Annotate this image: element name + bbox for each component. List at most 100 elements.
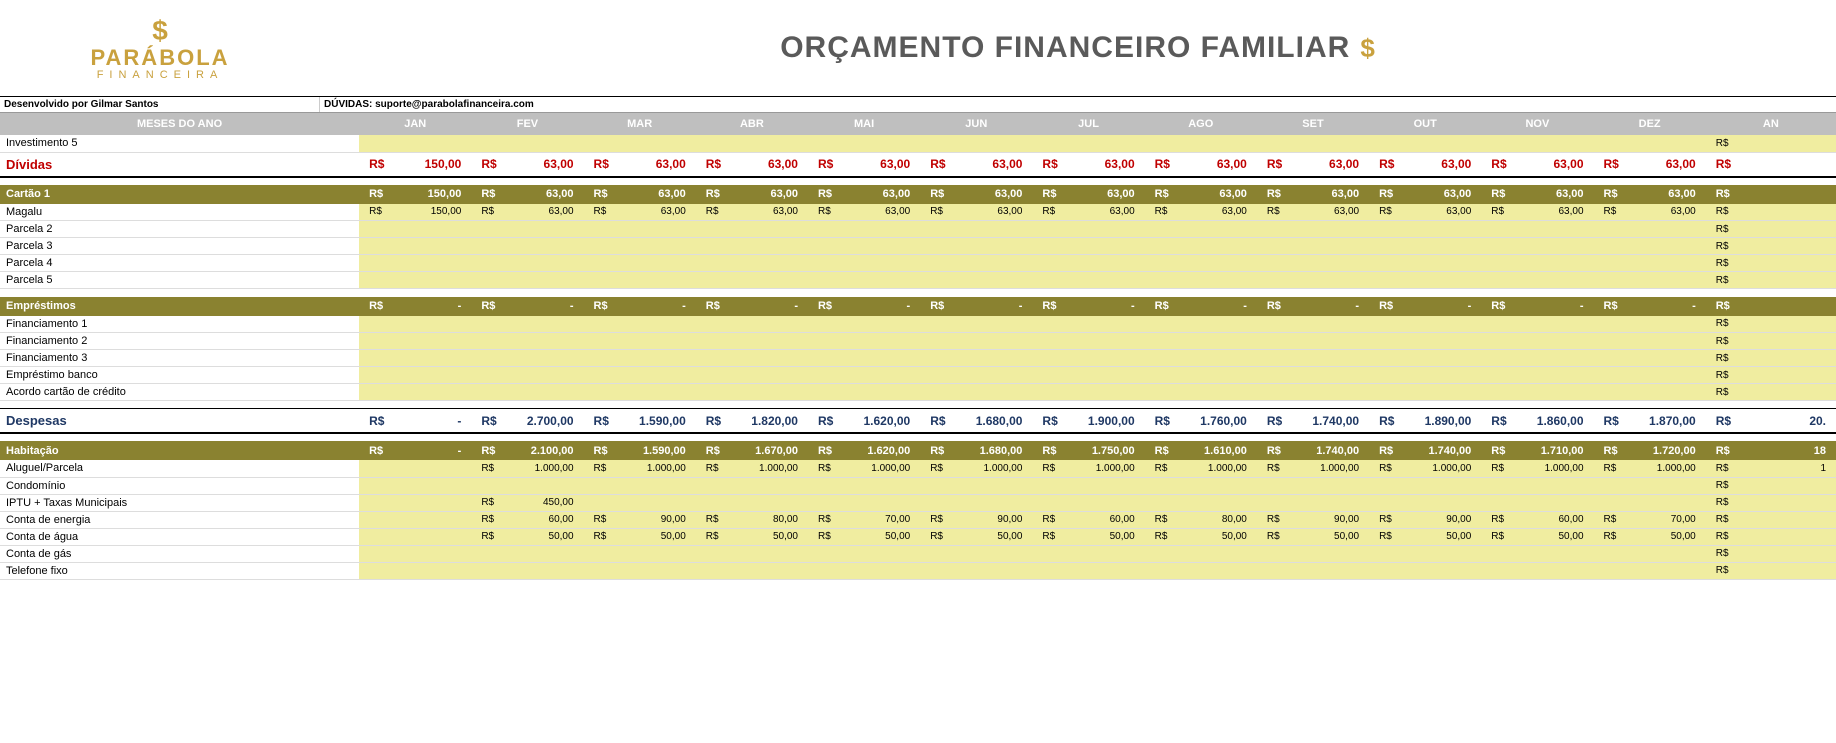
item-cell[interactable] <box>471 562 583 579</box>
item-cell[interactable] <box>359 221 471 238</box>
item-cell[interactable] <box>471 477 583 494</box>
item-cell[interactable] <box>1257 477 1369 494</box>
item-cell[interactable] <box>920 333 1032 350</box>
item-cell[interactable] <box>471 238 583 255</box>
item-cell[interactable]: R$50,00 <box>696 528 808 545</box>
item-cell[interactable] <box>1032 562 1144 579</box>
item-cell[interactable] <box>1257 350 1369 367</box>
item-cell[interactable] <box>584 350 696 367</box>
item-cell[interactable] <box>808 255 920 272</box>
item-cell[interactable] <box>1257 238 1369 255</box>
item-cell[interactable] <box>808 494 920 511</box>
item-cell[interactable]: R$50,00 <box>920 528 1032 545</box>
item-cell[interactable] <box>1481 384 1593 401</box>
item-cell[interactable] <box>1481 494 1593 511</box>
item-cell[interactable] <box>1369 367 1481 384</box>
item-cell[interactable] <box>1369 221 1481 238</box>
item-cell[interactable]: R$1.000,00 <box>471 460 583 477</box>
item-cell[interactable]: R$60,00 <box>471 511 583 528</box>
item-cell[interactable] <box>696 350 808 367</box>
item-cell[interactable] <box>1145 221 1257 238</box>
item-cell[interactable] <box>584 272 696 289</box>
item-cell[interactable] <box>359 545 471 562</box>
item-cell[interactable]: R$63,00 <box>920 204 1032 221</box>
item-cell[interactable] <box>1032 135 1144 152</box>
item-cell[interactable] <box>920 477 1032 494</box>
item-cell[interactable] <box>1257 333 1369 350</box>
item-cell[interactable]: R$63,00 <box>1594 204 1706 221</box>
item-cell[interactable] <box>1257 135 1369 152</box>
item-cell[interactable] <box>359 477 471 494</box>
item-cell[interactable] <box>1145 477 1257 494</box>
item-cell[interactable] <box>696 494 808 511</box>
item-cell[interactable] <box>1369 272 1481 289</box>
item-cell[interactable] <box>696 384 808 401</box>
item-cell[interactable]: R$60,00 <box>1032 511 1144 528</box>
item-cell[interactable] <box>1369 333 1481 350</box>
item-cell[interactable] <box>1145 494 1257 511</box>
item-cell[interactable]: R$1.000,00 <box>1369 460 1481 477</box>
item-cell[interactable] <box>1369 545 1481 562</box>
item-cell[interactable]: R$1.000,00 <box>1481 460 1593 477</box>
item-cell[interactable] <box>920 384 1032 401</box>
item-cell[interactable] <box>1594 545 1706 562</box>
item-row[interactable]: Acordo cartão de créditoR$ <box>0 384 1836 401</box>
item-cell[interactable] <box>1257 384 1369 401</box>
item-cell[interactable] <box>920 316 1032 333</box>
item-cell[interactable] <box>1145 135 1257 152</box>
item-cell[interactable] <box>359 494 471 511</box>
item-row[interactable]: IPTU + Taxas MunicipaisR$450,00R$ <box>0 494 1836 511</box>
item-cell[interactable] <box>1481 255 1593 272</box>
item-cell[interactable] <box>359 255 471 272</box>
item-cell[interactable]: R$1.000,00 <box>1594 460 1706 477</box>
item-cell[interactable] <box>359 272 471 289</box>
item-cell[interactable]: R$50,00 <box>1481 528 1593 545</box>
item-cell[interactable] <box>471 316 583 333</box>
item-cell[interactable]: R$ <box>1706 135 1836 152</box>
item-row[interactable]: Financiamento 2R$ <box>0 333 1836 350</box>
item-cell[interactable]: R$1.000,00 <box>1257 460 1369 477</box>
item-cell[interactable]: R$90,00 <box>584 511 696 528</box>
item-cell[interactable]: R$63,00 <box>1032 204 1144 221</box>
item-cell[interactable] <box>1032 272 1144 289</box>
item-cell[interactable] <box>920 272 1032 289</box>
item-cell[interactable] <box>696 221 808 238</box>
item-cell[interactable] <box>1145 255 1257 272</box>
item-cell[interactable] <box>1481 350 1593 367</box>
item-cell[interactable] <box>1594 221 1706 238</box>
item-cell[interactable] <box>1032 255 1144 272</box>
item-cell[interactable] <box>808 350 920 367</box>
item-cell[interactable] <box>584 367 696 384</box>
item-cell[interactable] <box>696 272 808 289</box>
item-row[interactable]: CondomínioR$ <box>0 477 1836 494</box>
item-cell[interactable]: R$63,00 <box>1369 204 1481 221</box>
item-cell[interactable] <box>1145 545 1257 562</box>
item-cell[interactable]: R$1.000,00 <box>808 460 920 477</box>
item-cell[interactable] <box>808 562 920 579</box>
item-cell[interactable]: R$150,00 <box>359 204 471 221</box>
item-cell[interactable] <box>1145 333 1257 350</box>
item-cell[interactable] <box>359 511 471 528</box>
item-cell[interactable] <box>808 238 920 255</box>
item-cell[interactable] <box>584 545 696 562</box>
item-cell[interactable]: R$70,00 <box>808 511 920 528</box>
item-cell[interactable]: R$50,00 <box>1032 528 1144 545</box>
item-cell[interactable] <box>1032 333 1144 350</box>
item-cell[interactable] <box>1594 255 1706 272</box>
item-cell[interactable]: R$70,00 <box>1594 511 1706 528</box>
item-cell[interactable] <box>1594 316 1706 333</box>
item-cell[interactable] <box>1594 494 1706 511</box>
item-cell[interactable] <box>1369 562 1481 579</box>
item-cell[interactable] <box>1032 367 1144 384</box>
item-cell[interactable] <box>1257 272 1369 289</box>
item-cell[interactable]: R$80,00 <box>696 511 808 528</box>
item-cell[interactable] <box>471 135 583 152</box>
item-cell[interactable]: R$1 <box>1706 460 1836 477</box>
item-cell[interactable] <box>1594 477 1706 494</box>
item-cell[interactable] <box>584 316 696 333</box>
item-cell[interactable] <box>584 494 696 511</box>
item-cell[interactable]: R$63,00 <box>696 204 808 221</box>
item-cell[interactable] <box>1594 350 1706 367</box>
item-cell[interactable] <box>359 333 471 350</box>
item-cell[interactable] <box>696 562 808 579</box>
